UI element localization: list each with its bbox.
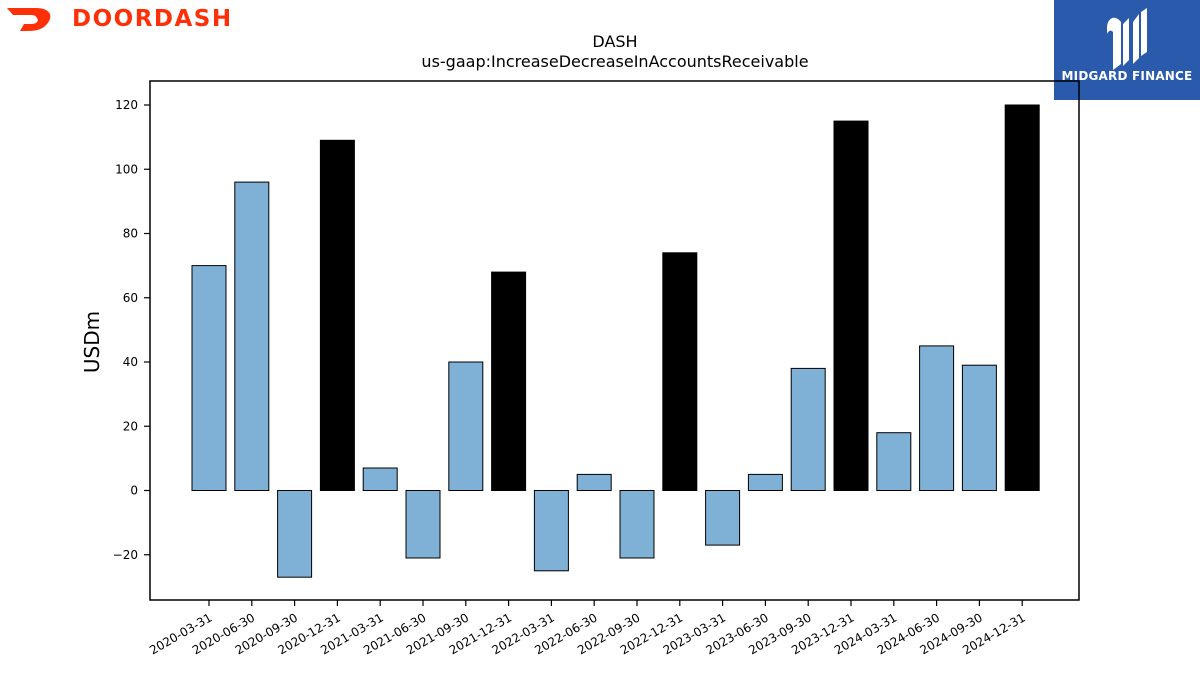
chart-title: DASH (592, 32, 638, 51)
bar-2021-06-30 (405, 490, 441, 559)
midgard-wordmark: MIDGARD FINANCE (1061, 69, 1193, 83)
y-tick-label: 0 (130, 484, 138, 498)
bar-2024-06-30 (919, 345, 955, 491)
bar-2022-06-30 (576, 473, 612, 491)
bar-2022-03-31 (533, 490, 569, 572)
bar-2021-03-31 (362, 467, 398, 491)
y-tick-label: 40 (123, 355, 138, 369)
y-tick-label: 80 (123, 227, 138, 241)
doordash-dash-icon (7, 8, 51, 31)
y-tick-label: 120 (115, 98, 138, 112)
bar-2022-09-30 (619, 490, 655, 559)
y-tick-label: 60 (123, 291, 138, 305)
doordash-wordmark: DOORDASH (72, 6, 233, 32)
y-tick-label: 100 (115, 162, 138, 176)
midgard-finance-logo: MIDGARD FINANCE (1054, 0, 1200, 100)
bar-2022-12-31 (662, 252, 698, 491)
y-tick-label: 20 (123, 419, 138, 433)
bars-layer (191, 104, 1040, 578)
plot-frame (149, 80, 1080, 601)
bar-2020-06-30 (234, 181, 270, 491)
x-axis: 2020-03-312020-06-302020-09-302020-12-31… (147, 600, 1028, 657)
midgard-mi-monogram-icon (1107, 8, 1147, 70)
bar-2020-09-30 (277, 490, 313, 578)
bar-2023-06-30 (747, 473, 783, 491)
chart-subtitle: us-gaap:IncreaseDecreaseInAccountsReceiv… (421, 52, 809, 71)
bar-2024-09-30 (961, 364, 997, 492)
bar-2021-12-31 (491, 271, 527, 491)
bar-2020-03-31 (191, 265, 227, 491)
bar-2020-12-31 (319, 139, 355, 492)
bar-2024-12-31 (1004, 104, 1040, 491)
bar-2023-03-31 (705, 490, 741, 546)
bar-2024-03-31 (876, 432, 912, 492)
bar-2023-12-31 (833, 120, 869, 491)
y-axis-label: USDm (80, 311, 104, 373)
doordash-logo: DOORDASH (6, 4, 233, 34)
y-axis: −20 0 20 40 60 80 100 120 (113, 98, 150, 562)
y-tick-label: −20 (113, 548, 138, 562)
bar-2023-09-30 (790, 367, 826, 491)
bar-2021-09-30 (448, 361, 484, 491)
